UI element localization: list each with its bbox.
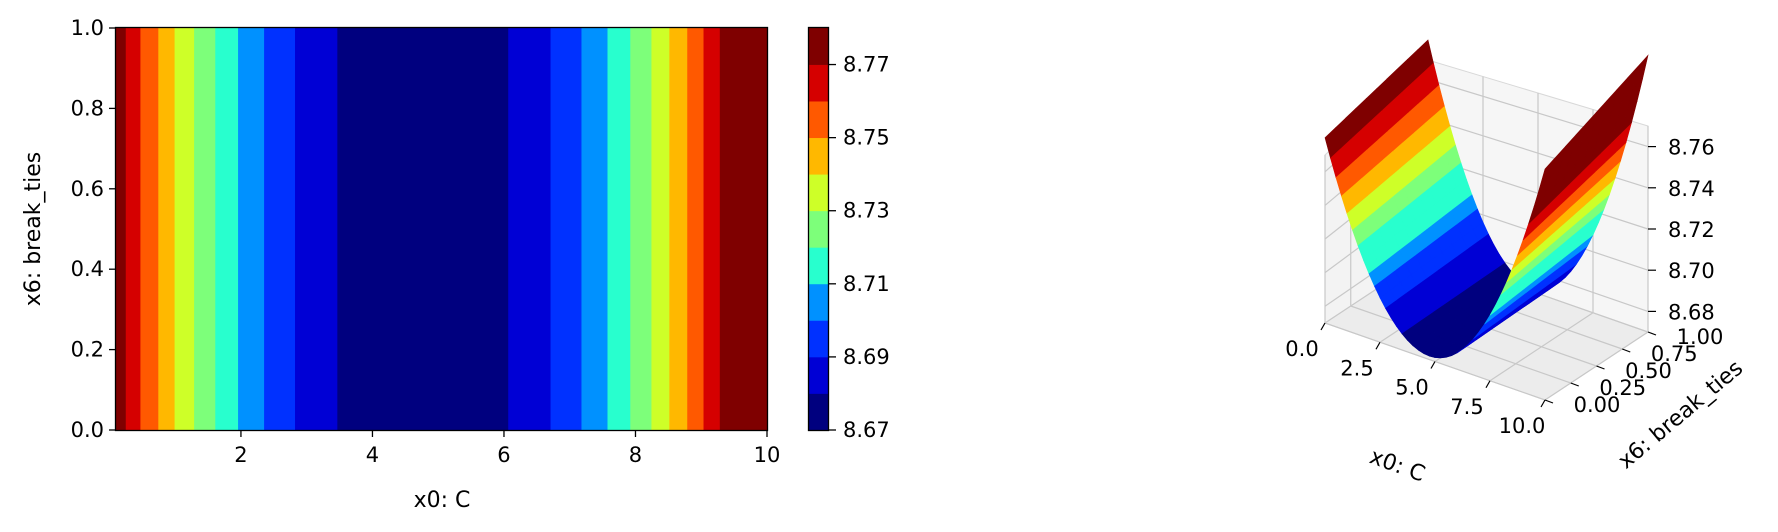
surface-axes: 0.0 2.5 5.0 7.5 10.0 0.000.250.500.751.008.68…	[1285, 136, 1723, 438]
colorbar-tick-label: 8.75	[843, 126, 890, 150]
contour-band	[116, 28, 127, 430]
contour-x-tick-label: 10	[754, 443, 781, 467]
colorbar-tick-label: 8.73	[843, 199, 890, 223]
surface-tick	[1540, 399, 1546, 408]
surface-tick	[1430, 361, 1436, 369]
surface-z-tick-label: 8.68	[1668, 300, 1715, 324]
contour-band	[581, 28, 609, 430]
surface-x-tick-label: 5.0	[1395, 376, 1428, 400]
colorbar-band	[809, 210, 829, 248]
contour-y-tick-label: 0.8	[71, 96, 104, 120]
colorbar-ticks: 8.67 8.69 8.71 8.73 8.75 8.77	[829, 53, 890, 442]
surface-y-tick-label: 1.00	[1677, 325, 1724, 349]
colorbar-tick-label: 8.77	[843, 53, 890, 77]
contour-band	[687, 28, 705, 430]
contour-band	[238, 28, 265, 430]
colorbar-band	[809, 283, 829, 321]
contour-band	[337, 28, 509, 430]
colorbar-bands	[809, 28, 829, 431]
contour-x-tick-label: 8	[629, 443, 642, 467]
colorbar-band	[809, 28, 829, 65]
contour-x-tick-label: 2	[234, 443, 247, 467]
contour-bands	[116, 28, 768, 430]
surface-tick	[1375, 341, 1381, 350]
contour-chart: 2 4 6 8 10 0.0 0.2 0.4 0.6 0.8 1.0 x0: C x6: brea…	[21, 16, 780, 513]
surface-y-tick-label: 0.25	[1599, 376, 1646, 400]
surface-tick	[1622, 348, 1631, 353]
contour-band	[669, 28, 688, 430]
contour-y-tick-label: 0.4	[71, 257, 104, 281]
surface-y-tick-label: 0.50	[1625, 359, 1672, 383]
surface-tick	[1647, 331, 1657, 336]
colorbar-band	[809, 101, 829, 139]
surface-tick	[1570, 382, 1579, 387]
colorbar-tick-label: 8.71	[843, 272, 890, 296]
contour-band	[508, 28, 552, 430]
surface-tick	[1320, 322, 1326, 331]
surface-z-tick-label: 8.72	[1668, 218, 1715, 242]
contour-band	[703, 28, 721, 430]
surface-chart: 0.0 2.5 5.0 7.5 10.0 0.000.250.500.751.008.68…	[1285, 39, 1748, 487]
contour-band	[607, 28, 631, 430]
contour-band	[174, 28, 195, 430]
surface-y-tick-label: 0.00	[1574, 393, 1621, 417]
contour-band	[295, 28, 338, 430]
contour-band	[264, 28, 296, 430]
contour-band	[140, 28, 159, 430]
colorbar-frame	[807, 26, 830, 432]
surface-x-tick-label: 7.5	[1450, 395, 1483, 419]
surface-z-tick-label: 8.74	[1668, 177, 1715, 201]
contour-band	[630, 28, 653, 430]
contour-x-axis-label: x0: C	[414, 488, 471, 513]
contour-band	[158, 28, 176, 430]
surface-patch	[1539, 157, 1556, 189]
colorbar-band	[809, 247, 829, 285]
contour-y-tick-label: 0.6	[71, 177, 104, 201]
contour-y-tick-label: 0.0	[71, 418, 104, 442]
surface-tick	[1485, 380, 1491, 389]
surface-x-axis-label: x0: C	[1366, 444, 1428, 487]
contour-plot-frame	[114, 26, 769, 432]
colorbar-band	[809, 137, 829, 175]
surface-x-tick-label: 10.0	[1499, 414, 1546, 438]
contour-band	[194, 28, 216, 430]
contour-x-tick-label: 6	[497, 443, 510, 467]
contour-band	[719, 28, 768, 430]
colorbar-band	[809, 64, 829, 102]
colorbar-tick-label: 8.67	[843, 418, 890, 442]
surface-y-tick-label: 0.75	[1651, 342, 1698, 366]
surface-x-tick-label: 2.5	[1340, 356, 1373, 380]
surface-tick	[1596, 365, 1605, 370]
contour-band	[125, 28, 142, 430]
contour-y-axis-label: x6: break_ties	[21, 152, 46, 306]
colorbar-band	[809, 174, 829, 212]
contour-band	[550, 28, 583, 430]
colorbar-band	[809, 356, 829, 394]
contour-y-tick-label: 1.0	[71, 16, 104, 40]
surface-z-tick-label: 8.70	[1668, 259, 1715, 283]
contour-y-tick-label: 0.2	[71, 338, 104, 362]
surface-x-tick-label: 0.0	[1285, 337, 1318, 361]
contour-x-ticks: 2 4 6 8 10	[234, 430, 780, 467]
surface-tick	[1544, 399, 1554, 404]
surface-mesh	[1324, 39, 1649, 359]
contour-x-tick-label: 4	[366, 443, 379, 467]
contour-band	[215, 28, 239, 430]
colorbar-tick-label: 8.69	[843, 345, 890, 369]
colorbar-band	[809, 320, 829, 358]
colorbar: 8.67 8.69 8.71 8.73 8.75 8.77	[807, 26, 890, 442]
surface-z-tick-label: 8.76	[1668, 136, 1715, 160]
colorbar-band	[809, 393, 829, 431]
contour-y-ticks: 0.0 0.2 0.4 0.6 0.8 1.0	[71, 16, 116, 442]
contour-band	[651, 28, 670, 430]
